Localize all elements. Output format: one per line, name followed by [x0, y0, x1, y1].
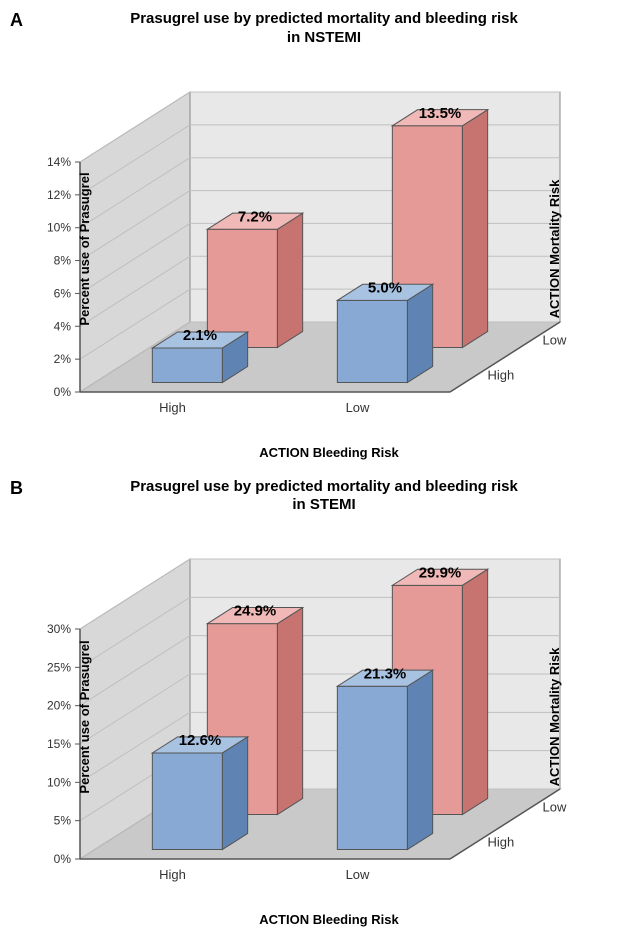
- zlabel-a: ACTION Mortality Risk: [547, 180, 562, 319]
- ytick-label: 0%: [54, 385, 72, 399]
- chart-title-a: Prasugrel use by predicted mortality and…: [10, 10, 618, 48]
- z-category-label: Low: [543, 800, 567, 815]
- ylabel-a: Percent use of Prasugrel: [77, 172, 92, 325]
- ytick-label: 25%: [47, 660, 71, 674]
- ylabel-b: Percent use of Prasugrel: [77, 640, 92, 793]
- bar-value-label: 2.1%: [183, 327, 217, 344]
- chart-a-svg: 0% 2% 4% 6% 8% 10% 12% 14% High Low High Low 7.2% 13.…: [10, 52, 570, 432]
- panel-gap: [10, 460, 618, 478]
- x-category-label: Low: [346, 400, 370, 415]
- ytick-label: 20%: [47, 699, 71, 713]
- z-category-label: High: [488, 835, 515, 850]
- ytick-label: 30%: [47, 622, 71, 636]
- ytick-label: 15%: [47, 737, 71, 751]
- title-a-line1: Prasugrel use by predicted mortality and…: [130, 10, 518, 27]
- x-category-label: High: [159, 400, 186, 415]
- bar-value-label: 24.9%: [234, 603, 277, 620]
- bar: 12.6%: [152, 732, 247, 850]
- bar-value-label: 21.3%: [364, 665, 407, 682]
- zlabel-b: ACTION Mortality Risk: [547, 647, 562, 786]
- bar: 21.3%: [337, 665, 432, 849]
- title-a-line2: in NSTEMI: [287, 29, 361, 46]
- bar: 7.2%: [207, 208, 302, 347]
- x-category-label: Low: [346, 867, 370, 882]
- title-b-line1: Prasugrel use by predicted mortality and…: [130, 478, 518, 495]
- bar: 5.0%: [337, 279, 432, 382]
- ytick-label: 14%: [47, 155, 71, 169]
- ytick-label: 4%: [54, 319, 72, 333]
- z-category-label: High: [488, 367, 515, 382]
- chart-a-outer: Percent use of Prasugrel ACTION Mortalit…: [10, 52, 618, 447]
- ytick-label: 6%: [54, 286, 72, 300]
- z-category-label: Low: [543, 332, 567, 347]
- panel-b: B Prasugrel use by predicted mortality a…: [10, 478, 618, 928]
- panel-label-b: B: [10, 478, 23, 499]
- ytick-label: 0%: [54, 852, 72, 866]
- xlabel-a: ACTION Bleeding Risk: [10, 445, 618, 460]
- ytick-label: 10%: [47, 220, 71, 234]
- bar-value-label: 12.6%: [179, 732, 222, 749]
- bar-value-label: 7.2%: [238, 208, 272, 225]
- ytick-label: 12%: [47, 187, 71, 201]
- chart-title-b: Prasugrel use by predicted mortality and…: [10, 478, 618, 516]
- x-category-label: High: [159, 867, 186, 882]
- bar-value-label: 13.5%: [419, 104, 462, 121]
- title-b-line2: in STEMI: [292, 496, 355, 513]
- xlabel-b: ACTION Bleeding Risk: [10, 912, 618, 927]
- ytick-label: 2%: [54, 352, 72, 366]
- chart-b-outer: Percent use of Prasugrel ACTION Mortalit…: [10, 519, 618, 914]
- ytick-label: 5%: [54, 814, 72, 828]
- chart-b-svg: 0% 5% 10% 15% 20% 25% 30% High Low High Low 24.9% 29…: [10, 519, 570, 899]
- bar-value-label: 29.9%: [419, 564, 462, 581]
- ytick-label: 10%: [47, 775, 71, 789]
- panel-a: A Prasugrel use by predicted mortality a…: [10, 10, 618, 460]
- panel-label-a: A: [10, 10, 23, 31]
- bar-value-label: 5.0%: [368, 279, 402, 296]
- ytick-label: 8%: [54, 253, 72, 267]
